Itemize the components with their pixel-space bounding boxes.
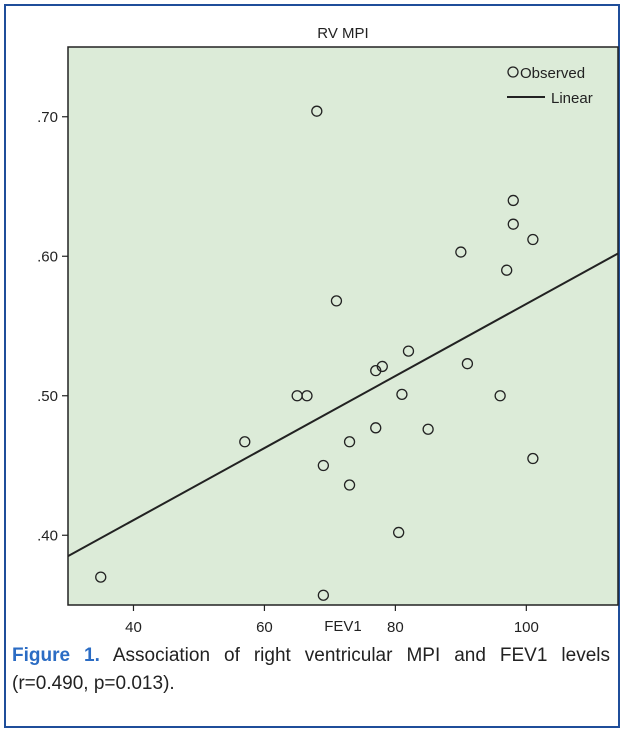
data-point (422, 423, 434, 435)
x-tick-label: 100 (514, 619, 539, 636)
data-point (301, 390, 313, 402)
data-point (370, 422, 382, 434)
legend-label-linear: Linear (551, 90, 593, 107)
data-point (507, 218, 519, 230)
data-point (317, 589, 330, 601)
data-point (376, 360, 388, 373)
data-point (527, 452, 539, 465)
data-point (311, 105, 323, 117)
figure-caption: Figure 1. Association of right ventricul… (12, 642, 610, 698)
data-point (317, 459, 330, 472)
data-point (330, 295, 343, 307)
scatter-chart: RV MPI 40 60 80 100 .40 .50 .60 .70 FEV1 Observed L… (37, 25, 619, 636)
chart-title: RV MPI (317, 25, 368, 42)
data-point (396, 388, 408, 401)
x-tick-label: 40 (125, 619, 142, 636)
data-point (501, 264, 513, 276)
y-tick-label: .70 (37, 109, 58, 126)
plot-area (67, 46, 619, 606)
data-point (494, 390, 506, 402)
data-point (455, 246, 467, 258)
data-point (402, 345, 415, 357)
data-point (527, 233, 539, 246)
legend-marker-observed (507, 66, 519, 78)
figure-label: Figure 1. (12, 645, 100, 666)
fit-line (68, 252, 618, 558)
data-point (393, 526, 405, 539)
data-point (461, 358, 474, 370)
x-axis-label: FEV1 (324, 618, 362, 635)
y-tick-label: .50 (37, 388, 58, 405)
data-point (95, 571, 107, 583)
y-tick-label: .40 (37, 527, 58, 544)
y-tick-label: .60 (37, 248, 58, 265)
data-point (239, 436, 251, 448)
x-tick-label: 60 (256, 619, 273, 636)
data-point (507, 194, 519, 207)
data-point (343, 436, 356, 448)
legend-label-observed: Observed (520, 65, 585, 82)
data-point (343, 479, 356, 491)
x-tick-label: 80 (387, 619, 404, 636)
caption-text: Association of right ventricular MPI and… (12, 645, 610, 694)
